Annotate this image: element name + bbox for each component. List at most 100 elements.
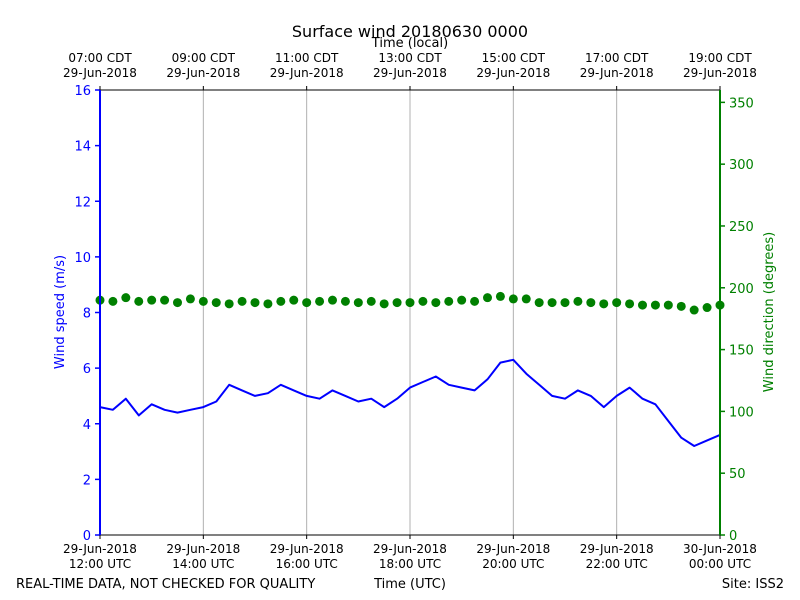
wind-direction-point-3: [134, 296, 144, 306]
top-tick-time-5: 17:00 CDT: [585, 51, 649, 65]
bottom-tick-date-0: 29-Jun-2018: [63, 542, 137, 556]
wind-direction-point-30: [483, 293, 492, 303]
wind-direction-point-45: [676, 301, 686, 311]
bottom-tick-date-2: 29-Jun-2018: [270, 542, 344, 556]
top-tick-date-6: 29-Jun-2018: [683, 66, 757, 80]
wind-direction-point-11: [237, 296, 247, 306]
wind-direction-point-47: [702, 303, 712, 313]
wind-direction-point-6: [173, 298, 182, 308]
wind-direction-point-22: [379, 299, 389, 309]
bottom-tick-date-6: 30-Jun-2018: [683, 542, 757, 556]
bottom-tick-time-2: 16:00 UTC: [276, 557, 338, 571]
top-tick-time-3: 13:00 CDT: [378, 51, 442, 65]
bottom-tick-time-0: 12:00 UTC: [69, 557, 131, 571]
right-tick-label-2: 100: [729, 405, 754, 420]
left-axis-ticks: 0 2 4 6 8 10 12 14 16: [74, 84, 100, 544]
top-tick-date-5: 29-Jun-2018: [580, 66, 654, 80]
wind-direction-point-20: [353, 298, 363, 308]
wind-direction-point-28: [457, 295, 467, 305]
wind-direction-point-21: [366, 296, 376, 306]
right-tick-label-4: 200: [729, 282, 754, 297]
bottom-tick-date-3: 29-Jun-2018: [373, 542, 447, 556]
wind-direction-point-46: [689, 305, 699, 315]
wind-direction-point-18: [328, 295, 337, 305]
left-tick-label-3: 6: [83, 362, 91, 377]
wind-direction-point-33: [521, 294, 531, 304]
right-axis-ticks: 0 50 100 150 200 250 300 350: [720, 96, 754, 544]
wind-direction-point-42: [638, 300, 647, 310]
right-tick-label-6: 300: [729, 158, 754, 173]
wind-direction-point-14: [276, 296, 286, 306]
top-tick-time-0: 07:00 CDT: [68, 51, 132, 65]
right-tick-label-1: 50: [729, 467, 746, 482]
wind-direction-point-27: [444, 296, 454, 306]
wind-direction-point-17: [315, 296, 325, 306]
right-axis-label: Wind direction (degrees): [762, 232, 777, 392]
wind-direction-point-12: [250, 298, 260, 308]
bottom-tick-time-1: 14:00 UTC: [172, 557, 234, 571]
wind-direction-point-36: [560, 298, 570, 308]
left-tick-label-1: 2: [83, 473, 91, 488]
wind-direction-point-4: [147, 295, 157, 305]
wind-direction-point-25: [418, 296, 428, 306]
top-tick-time-1: 09:00 CDT: [172, 51, 236, 65]
wind-direction-point-8: [198, 296, 208, 306]
top-tick-date-3: 29-Jun-2018: [373, 66, 447, 80]
top-tick-time-6: 19:00 CDT: [688, 51, 752, 65]
wind-direction-point-43: [650, 300, 660, 310]
footer-site: Site: ISS2: [722, 577, 784, 592]
top-tick-date-2: 29-Jun-2018: [270, 66, 344, 80]
wind-direction-point-23: [392, 298, 402, 308]
wind-direction-point-35: [547, 298, 557, 308]
top-tick-time-2: 11:00 CDT: [275, 51, 339, 65]
bottom-tick-date-1: 29-Jun-2018: [166, 542, 240, 556]
right-tick-label-5: 250: [729, 220, 754, 235]
top-tick-date-0: 29-Jun-2018: [63, 66, 137, 80]
wind-direction-point-16: [302, 298, 312, 308]
wind-direction-point-24: [405, 298, 415, 308]
left-tick-label-5: 10: [74, 251, 91, 266]
top-tick-time-4: 15:00 CDT: [482, 51, 546, 65]
bottom-tick-time-3: 18:00 UTC: [379, 557, 441, 571]
wind-direction-point-29: [470, 296, 480, 306]
left-tick-label-8: 16: [74, 84, 91, 99]
left-tick-label-2: 4: [83, 418, 91, 433]
wind-direction-point-5: [160, 295, 170, 305]
wind-direction-point-10: [224, 299, 234, 309]
chart-title: Surface wind 20180630 0000: [292, 22, 528, 41]
wind-direction-point-44: [663, 300, 673, 310]
bottom-tick-time-5: 22:00 UTC: [586, 557, 648, 571]
wind-direction-point-41: [625, 299, 635, 309]
left-tick-label-0: 0: [83, 529, 91, 544]
wind-direction-point-31: [495, 291, 505, 301]
top-tick-date-4: 29-Jun-2018: [476, 66, 550, 80]
left-tick-label-6: 12: [74, 195, 91, 210]
wind-direction-point-2: [121, 293, 131, 303]
bottom-tick-time-6: 00:00 UTC: [689, 557, 751, 571]
bottom-tick-date-4: 29-Jun-2018: [476, 542, 550, 556]
bottom-tick-date-5: 29-Jun-2018: [580, 542, 654, 556]
wind-direction-point-9: [211, 298, 221, 308]
footer-quality-note: REAL-TIME DATA, NOT CHECKED FOR QUALITY: [16, 577, 315, 592]
wind-direction-series: [95, 291, 725, 315]
wind-direction-point-13: [263, 299, 273, 309]
wind-direction-point-32: [508, 294, 518, 304]
left-tick-label-7: 14: [74, 140, 91, 155]
wind-direction-point-15: [289, 295, 299, 305]
wind-direction-point-7: [185, 294, 195, 304]
x-axis-label: Time (UTC): [373, 577, 446, 592]
wind-direction-point-39: [599, 299, 609, 309]
top-tick-date-1: 29-Jun-2018: [166, 66, 240, 80]
left-tick-label-4: 8: [83, 307, 91, 322]
wind-direction-point-19: [340, 296, 350, 306]
wind-direction-point-38: [586, 298, 596, 308]
right-tick-label-0: 0: [729, 529, 737, 544]
bottom-tick-time-4: 20:00 UTC: [482, 557, 544, 571]
wind-direction-point-37: [573, 296, 583, 306]
wind-speed-line: [99, 358, 721, 447]
right-tick-label-7: 350: [729, 96, 754, 111]
wind-direction-point-34: [534, 298, 544, 308]
